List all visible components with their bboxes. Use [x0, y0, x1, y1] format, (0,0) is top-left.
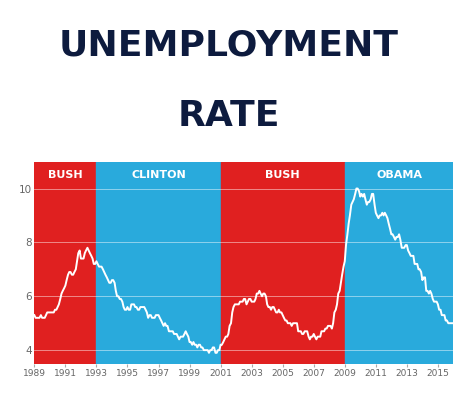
Bar — [221, 162, 345, 364]
Text: UNEMPLOYMENT: UNEMPLOYMENT — [59, 28, 399, 62]
Bar — [345, 162, 453, 364]
Text: BUSH: BUSH — [265, 170, 300, 180]
Text: RATE: RATE — [178, 99, 280, 133]
Text: BUSH: BUSH — [48, 170, 83, 180]
Bar — [97, 162, 221, 364]
Text: CLINTON: CLINTON — [131, 170, 186, 180]
Bar — [34, 162, 97, 364]
Text: OBAMA: OBAMA — [376, 170, 422, 180]
